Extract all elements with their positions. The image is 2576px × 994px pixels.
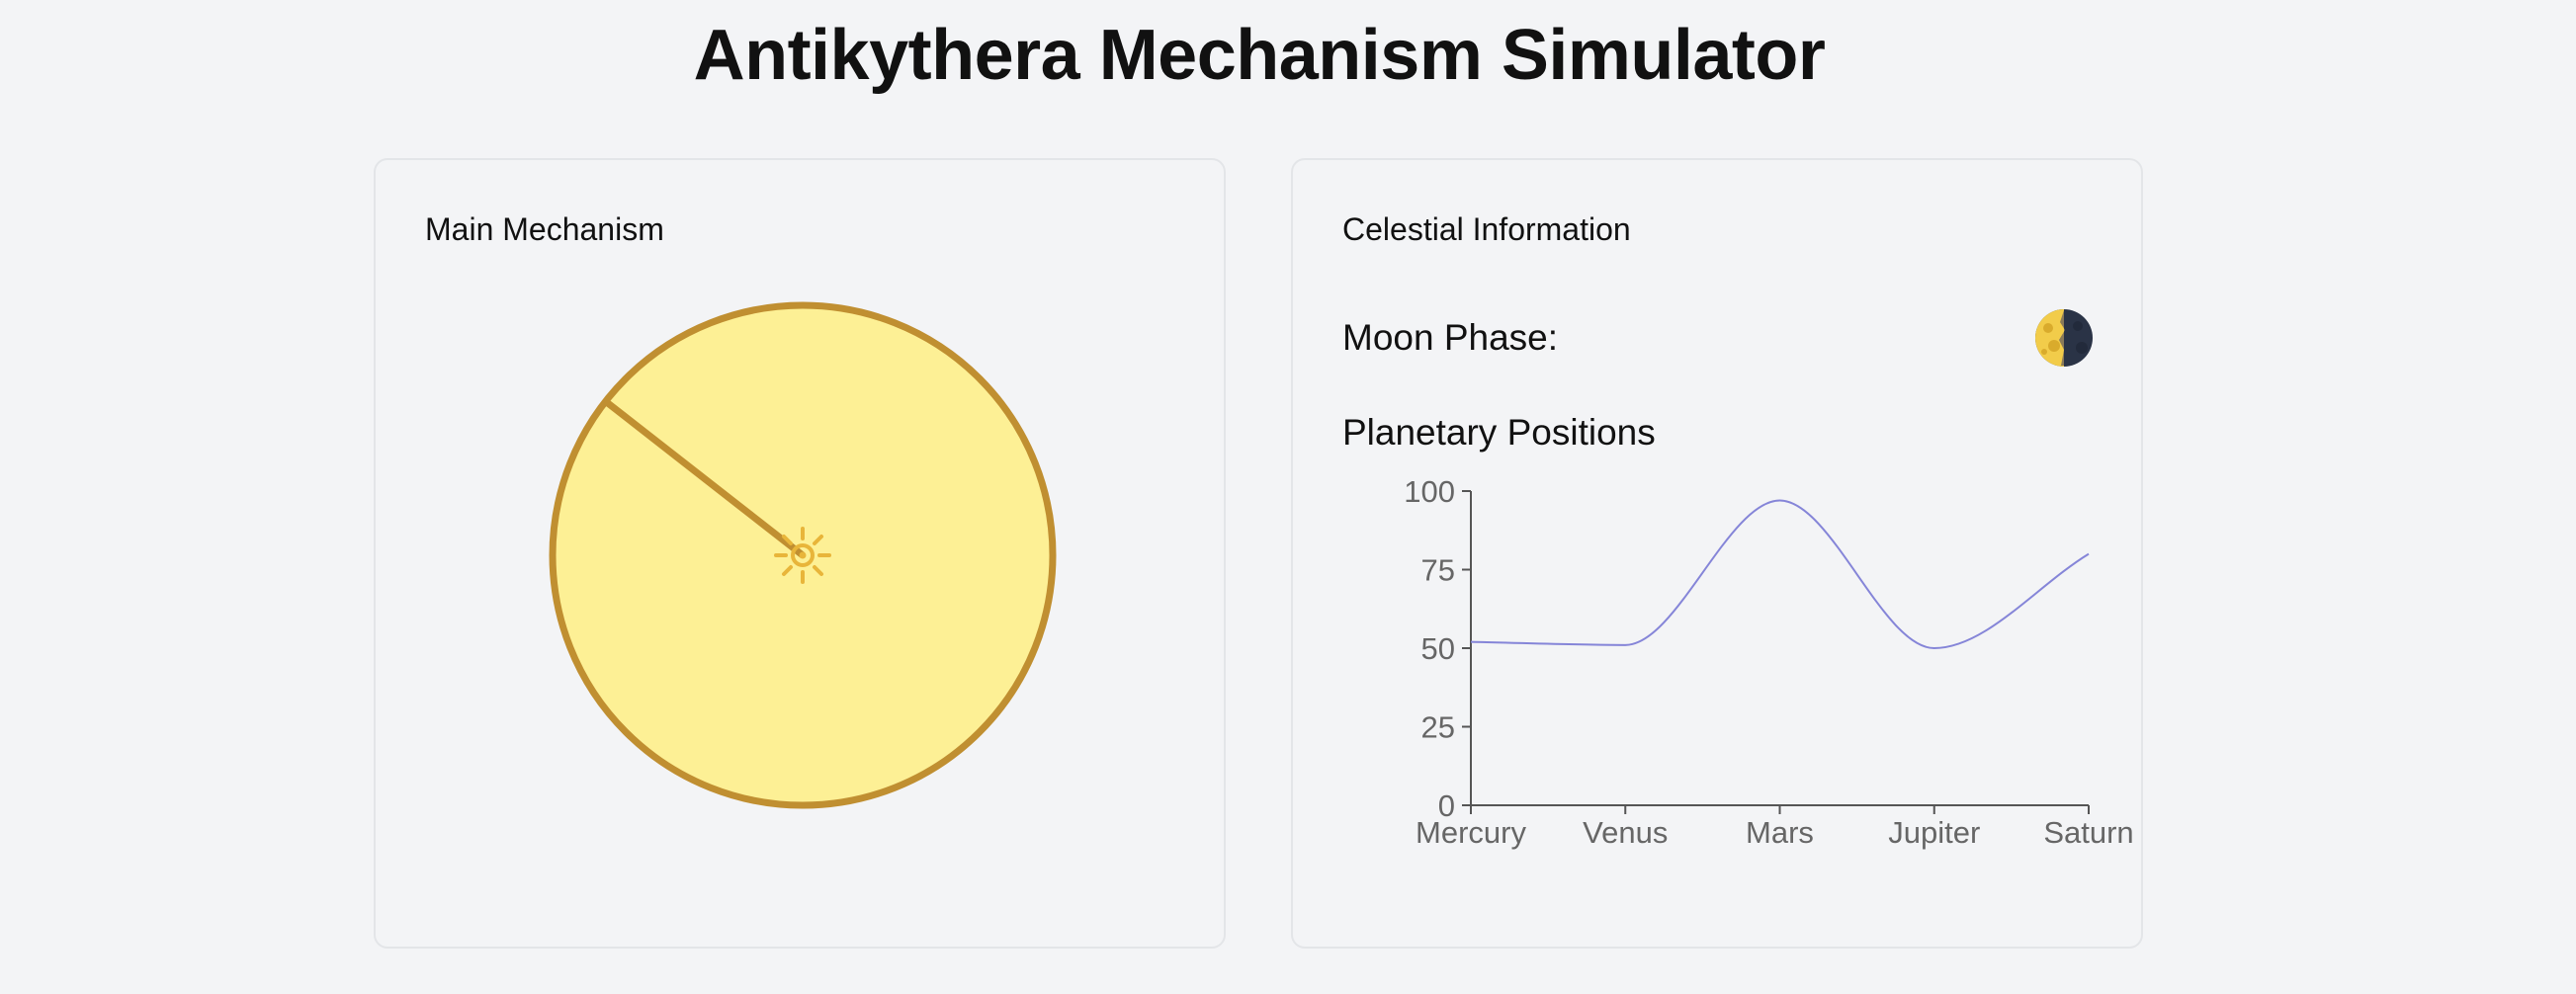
mechanism-dial-svg <box>549 301 1057 809</box>
celestial-info-panel: Celestial Information Moon Phase: Planet… <box>1291 158 2143 949</box>
main-mechanism-heading: Main Mechanism <box>425 211 664 247</box>
y-tick-label: 50 <box>1421 631 1455 666</box>
x-tick-label: Jupiter <box>1888 815 1980 850</box>
dial-pointer[interactable] <box>603 398 806 558</box>
series-line <box>1470 499 2090 650</box>
x-tick-label: Mercury <box>1416 815 1526 850</box>
page-title: Antikythera Mechanism Simulator <box>693 16 1826 95</box>
y-tick-label: 100 <box>1404 474 1455 509</box>
sun-icon <box>774 527 831 584</box>
y-tick-label: 0 <box>1438 788 1455 823</box>
y-tick-label: 75 <box>1421 553 1455 588</box>
planetary-positions-chart: 0 25 50 75 100 Mercury Venus Mars Jupiter Saturn <box>1404 474 2133 850</box>
moon-phase-label: Moon Phase: <box>1342 317 1559 358</box>
celestial-info-heading: Celestial Information <box>1342 211 1631 247</box>
x-tick-label: Mars <box>1746 815 1814 850</box>
planetary-positions-label: Planetary Positions <box>1342 412 1656 453</box>
x-tick-label: Venus <box>1583 815 1668 850</box>
x-tick-label: Saturn <box>2043 815 2133 850</box>
y-tick-label: 25 <box>1421 710 1455 745</box>
main-mechanism-panel: Main Mechanism <box>374 158 1226 949</box>
last-quarter-moon-icon <box>2035 309 2093 367</box>
